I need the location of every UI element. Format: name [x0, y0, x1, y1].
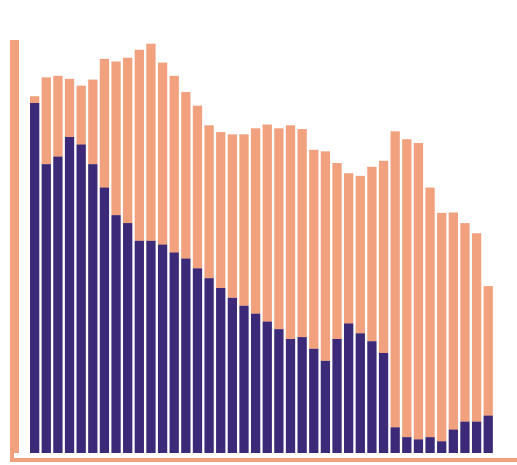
bar-upper-36	[437, 212, 447, 442]
bar-lower-20	[250, 313, 261, 453]
bar-lower-2	[41, 164, 51, 454]
bar-lower-29	[355, 333, 365, 453]
bar-edge-left	[10, 40, 19, 453]
bar-upper-30	[367, 166, 377, 342]
bar-upper-13	[169, 75, 179, 253]
bar-upper-21	[262, 124, 272, 322]
bar-lower-18	[227, 297, 238, 453]
bar-lower-13	[169, 252, 179, 453]
bar-lower-31	[378, 352, 389, 453]
bar-group	[10, 40, 493, 454]
bar-upper-3	[53, 75, 63, 157]
bar-upper-6	[88, 79, 98, 165]
bar-upper-23	[285, 125, 296, 339]
bar-upper-26	[320, 151, 331, 361]
bar-lower-27	[332, 338, 342, 453]
bar-upper-38	[460, 223, 470, 422]
bar-upper-9	[123, 57, 133, 224]
bar-upper-7	[99, 58, 110, 188]
bar-lower-32	[390, 427, 400, 453]
bar-upper-20	[250, 128, 261, 314]
bar-lower-10	[134, 240, 144, 453]
bar-upper-19	[239, 134, 249, 306]
bar-upper-16	[204, 125, 214, 279]
bar-upper-39	[471, 233, 482, 422]
bar-lower-36	[437, 441, 447, 453]
bar-upper-12	[157, 62, 168, 245]
bar-lower-25	[309, 348, 319, 453]
bar-upper-32	[390, 131, 400, 428]
bar-lower-9	[123, 223, 133, 453]
bar-upper-37	[448, 212, 458, 430]
bar-lower-35	[425, 437, 435, 453]
bar-lower-16	[204, 278, 214, 453]
bar-upper-10	[134, 49, 144, 241]
bar-lower-33	[402, 437, 412, 453]
bar-lower-17	[216, 288, 226, 453]
bar-lower-38	[460, 421, 470, 453]
bar-lower-22	[274, 329, 284, 453]
bar-upper-35	[425, 187, 435, 438]
bar-lower-21	[262, 321, 272, 453]
bar-upper-2	[41, 77, 51, 165]
bar-lower-28	[344, 323, 354, 453]
bar-lower-19	[239, 305, 249, 453]
bar-lower-11	[146, 240, 156, 453]
bar-upper-4	[64, 78, 75, 137]
bar-upper-14	[181, 92, 191, 259]
bar-lower-39	[471, 421, 482, 453]
bar-upper-25	[309, 149, 319, 349]
bar-lower-1	[30, 103, 40, 453]
bar-upper-34	[413, 143, 424, 440]
bar-upper-22	[274, 128, 284, 330]
bar-lower-26	[320, 360, 331, 453]
bar-lower-12	[157, 244, 168, 453]
bar-lower-6	[88, 164, 98, 454]
bar-upper-11	[146, 43, 156, 241]
bar-lower-14	[181, 258, 191, 453]
bar-upper-31	[378, 160, 389, 353]
bar-lower-4	[64, 136, 75, 454]
bar-lower-24	[297, 337, 307, 453]
bar-lower-7	[99, 187, 110, 453]
bar-upper-15	[192, 105, 203, 269]
bar-upper-29	[355, 175, 365, 334]
bar-upper-18	[227, 134, 238, 298]
bar-upper-40	[483, 286, 493, 416]
bar-lower-34	[413, 439, 424, 453]
bar-upper-28	[344, 173, 354, 324]
bar-upper-33	[402, 139, 412, 438]
bar-lower-15	[192, 268, 203, 453]
bar-upper-5	[76, 85, 86, 145]
bar-upper-27	[332, 163, 342, 339]
bar-upper-17	[216, 132, 226, 288]
bar-upper-24	[297, 129, 307, 338]
bar-lower-40	[483, 415, 493, 453]
bar-lower-23	[285, 338, 296, 453]
bar-lower-3	[53, 156, 63, 454]
bar-upper-8	[111, 61, 121, 216]
bar-lower-5	[76, 144, 86, 453]
bar-lower-30	[367, 341, 377, 453]
bar-lower-8	[111, 215, 121, 453]
bar-lower-37	[448, 429, 458, 453]
bar-upper-1	[30, 96, 40, 103]
